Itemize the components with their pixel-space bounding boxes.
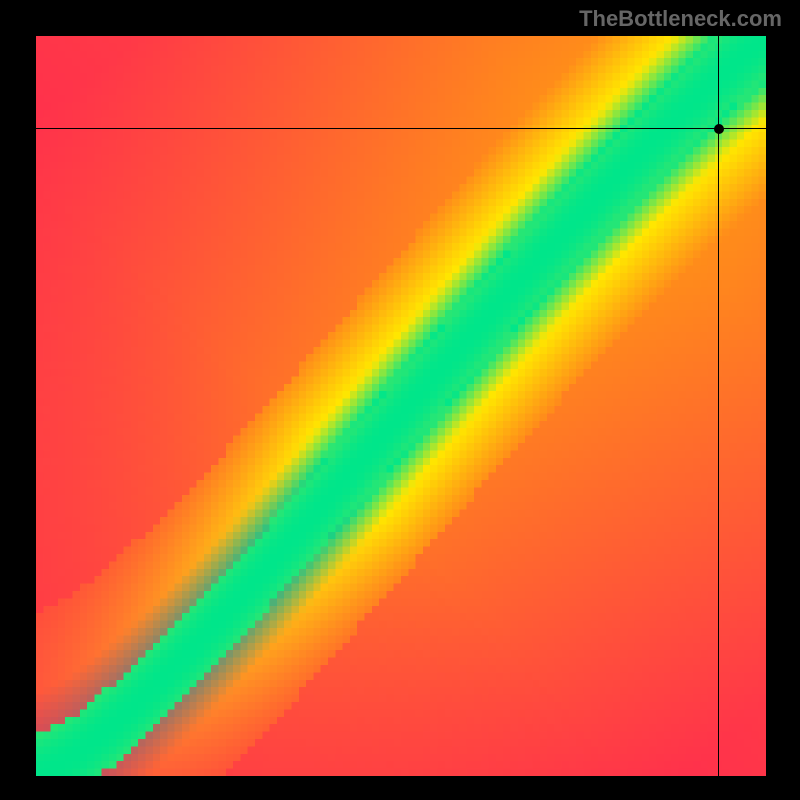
chart-container: TheBottleneck.com (0, 0, 800, 800)
watermark-text: TheBottleneck.com (579, 6, 782, 32)
heatmap-canvas (36, 36, 766, 776)
crosshair-vertical (718, 36, 719, 776)
crosshair-marker (714, 124, 724, 134)
heatmap-plot (36, 36, 766, 776)
crosshair-horizontal (36, 128, 766, 129)
